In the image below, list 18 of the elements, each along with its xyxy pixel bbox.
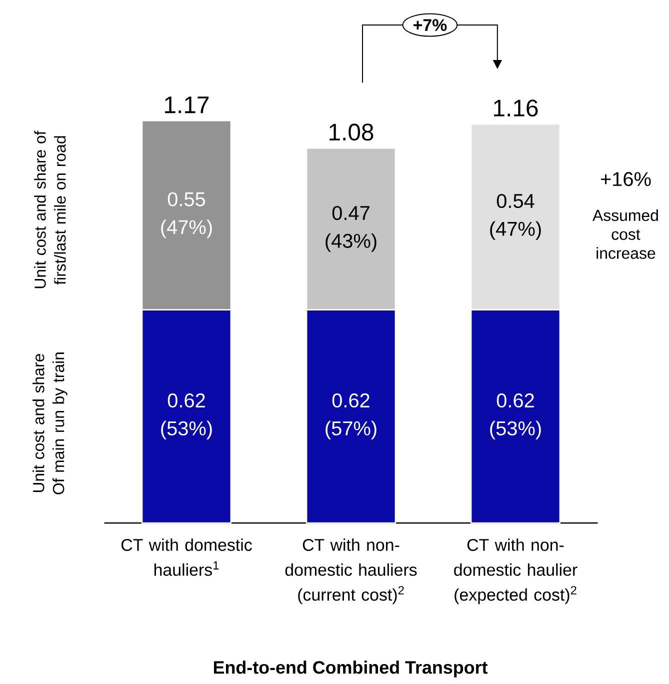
data-label: 0.54 (47%) bbox=[490, 194, 541, 240]
total-label: 1.16 bbox=[494, 100, 538, 117]
data-label: 0.62 (53%) bbox=[161, 393, 212, 440]
x-tick-label: CT with non- domestic hauliers (current cost)$^{2}$ bbox=[285, 538, 417, 604]
data-label: 0.62 (57%) bbox=[326, 393, 376, 440]
annotation: Assumed cost increase bbox=[592, 209, 658, 259]
text: Unit cost and share Of main run by train bbox=[32, 352, 68, 494]
text: Unit cost and share of first/last mile on road bbox=[34, 130, 66, 288]
text: +7% bbox=[413, 19, 447, 31]
x-tick-label: CT with non-domestic haulier (expected cost)$^{2}$ bbox=[454, 538, 578, 604]
text: +16% bbox=[600, 172, 651, 186]
x-tick-label: CT with domestic hauliers$^{1}$ bbox=[121, 538, 252, 576]
total-label: 1.17 bbox=[165, 96, 209, 114]
x-axis-title: End-to-end Combined Transport bbox=[214, 660, 488, 678]
data-label: 0.62 (53%) bbox=[490, 393, 541, 440]
data-label: 0.55 (47%) bbox=[161, 192, 212, 238]
data-label: 0.47 (43%) bbox=[326, 206, 376, 252]
total-label: 1.08 bbox=[330, 124, 374, 141]
